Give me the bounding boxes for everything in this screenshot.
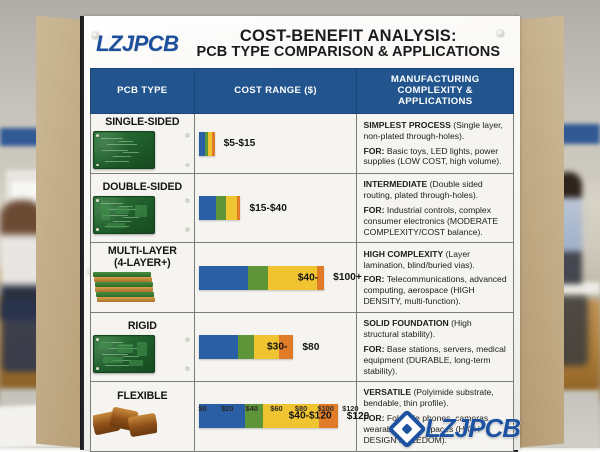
header-pcb-type: PCB TYPE xyxy=(91,68,195,113)
description-applications: FOR: Base stations, servers, medical equ… xyxy=(363,344,508,376)
footer-logo: LZJPCB xyxy=(393,413,520,444)
bar-row: $30- $80 xyxy=(199,335,320,359)
stacked-bar: $40- xyxy=(199,266,325,290)
pcb-thumbnail xyxy=(93,272,192,308)
bar-value-label: $100+ xyxy=(333,272,362,283)
bar-row: $15-$40 xyxy=(199,196,287,220)
pcb-thumbnail xyxy=(93,131,192,169)
bar-segment xyxy=(248,266,268,290)
table-row: RIGID $30- $80 SOLID FOUNDATION (High struc… xyxy=(91,313,514,382)
table-row: MULTI-LAYER(4-LAYER+) $40- $100+HIGH COMPL… xyxy=(91,243,514,313)
pcb-thumbnail xyxy=(93,196,192,234)
complexity-applications-cell: SOLID FOUNDATION (High structural stabil… xyxy=(357,313,514,382)
bar-segment xyxy=(226,196,237,220)
pcb-type-cell: MULTI-LAYER(4-LAYER+) xyxy=(91,243,195,313)
table-header-row: PCB TYPE COST RANGE ($) MANUFACTURING CO… xyxy=(91,68,514,113)
pcb-type-label: FLEXIBLE xyxy=(93,391,192,402)
cost-range-cell: $30- $80 xyxy=(194,313,357,382)
description-applications: FOR: Basic toys, LED lights, power suppl… xyxy=(363,146,508,168)
footer-brand-text: LZJPCB xyxy=(425,413,520,444)
single-sided-pcb-image xyxy=(93,131,155,169)
description-complexity: SOLID FOUNDATION (High structural stabil… xyxy=(363,318,508,340)
pcb-type-label: DOUBLE-SIDED xyxy=(93,182,192,193)
pcb-type-cell: FLEXIBLE xyxy=(91,382,195,451)
table-row: SINGLE-SIDED $5-$15 SIMPLEST PROCESS (Sing… xyxy=(91,113,514,173)
header-complexity: MANUFACTURING COMPLEXITY & APPLICATIONS xyxy=(357,68,514,113)
page-title: COST-BENEFIT ANALYSIS: PCB TYPE COMPARIS… xyxy=(189,28,508,61)
bar-segment xyxy=(199,196,216,220)
pcb-thumbnail xyxy=(93,405,192,441)
table-row: DOUBLE-SIDED $15-$40 INTERMEDIATE (Double … xyxy=(91,174,514,243)
pcb-type-sublabel: (4-LAYER+) xyxy=(93,258,192,269)
brand-logo-text: LZJPCB xyxy=(96,31,179,57)
pcb-type-cell: RIGID xyxy=(91,313,195,382)
poster-content: LZJPCB COST-BENEFIT ANALYSIS: PCB TYPE C… xyxy=(90,26,514,442)
description-applications: FOR: Telecommunications, advanced comput… xyxy=(363,274,508,306)
rigid-pcb-image xyxy=(93,335,155,373)
description-complexity: HIGH COMPLEXITY (Layer lamination, blind… xyxy=(363,249,508,271)
description-complexity: VERSATILE (Polyimide substrate, bendable… xyxy=(363,387,508,409)
complexity-applications-cell: SIMPLEST PROCESS (Single layer, non-plat… xyxy=(357,113,514,173)
axis-tick-label: $60 xyxy=(270,404,282,413)
bar-segment xyxy=(216,196,226,220)
bar-segment xyxy=(199,335,238,359)
axis-tick-label: $0 xyxy=(199,404,207,413)
bar-row: $5-$15 xyxy=(199,132,256,156)
cost-range-cell: $40-$120$120$0$20$40$60$80$100$120 xyxy=(194,382,357,451)
cost-range-cell: $5-$15 xyxy=(194,113,357,173)
cost-range-cell: $40-$100+ xyxy=(194,243,357,313)
pcb-type-label: RIGID xyxy=(93,321,192,332)
axis-tick-label: $40 xyxy=(246,404,258,413)
diamond-logo-icon xyxy=(387,409,427,449)
complexity-applications-cell: HIGH COMPLEXITY (Layer lamination, blind… xyxy=(357,243,514,313)
description-block: SIMPLEST PROCESS (Single layer, non-plat… xyxy=(363,120,508,167)
bar-value-label: $5-$15 xyxy=(224,138,256,149)
presentation-board: LZJPCB COST-BENEFIT ANALYSIS: PCB TYPE C… xyxy=(36,16,564,448)
multi-layer-pcb-stack-image xyxy=(93,272,155,308)
bar-row: $40- $100+ xyxy=(199,266,362,290)
axis-tick-label: $100 xyxy=(317,404,333,413)
axis-tick-label: $120 xyxy=(342,404,358,413)
comparison-table: PCB TYPE COST RANGE ($) MANUFACTURING CO… xyxy=(90,68,514,452)
double-sided-pcb-image xyxy=(93,196,155,234)
pcb-thumbnail xyxy=(93,335,192,373)
description-applications: FOR: Industrial controls, complex consum… xyxy=(363,205,508,237)
stacked-bar: $30- xyxy=(199,335,294,359)
title-line-2: PCB TYPE COMPARISON & APPLICATIONS xyxy=(189,45,508,60)
bar-segment xyxy=(237,196,241,220)
board-wing-left xyxy=(36,16,84,448)
description-complexity: SIMPLEST PROCESS (Single layer, non-plat… xyxy=(363,120,508,142)
pcb-type-label: SINGLE-SIDED xyxy=(93,117,192,128)
flexible-pcb-ribbon-image xyxy=(93,405,157,441)
description-block: HIGH COMPLEXITY (Layer lamination, blind… xyxy=(363,249,508,307)
bar-inline-label: $30- xyxy=(267,342,287,353)
header-cost-range: COST RANGE ($) xyxy=(194,68,357,113)
board-wing-right xyxy=(514,16,564,448)
bar-value-label: $15-$40 xyxy=(249,203,286,214)
description-block: SOLID FOUNDATION (High structural stabil… xyxy=(363,318,508,376)
bar-segment xyxy=(212,132,214,156)
bar-inline-label: $40- xyxy=(298,272,318,283)
description-complexity: INTERMEDIATE (Double sided routing, plat… xyxy=(363,179,508,201)
stacked-bar xyxy=(199,196,241,220)
axis-tick-label: $20 xyxy=(221,404,233,413)
bar-value-label: $80 xyxy=(302,342,319,353)
complexity-applications-cell: INTERMEDIATE (Double sided routing, plat… xyxy=(357,174,514,243)
cost-range-cell: $15-$40 xyxy=(194,174,357,243)
bar-segment xyxy=(199,266,248,290)
pcb-type-cell: DOUBLE-SIDED xyxy=(91,174,195,243)
bar-segment xyxy=(238,335,254,359)
stacked-bar xyxy=(199,132,215,156)
table-body: SINGLE-SIDED $5-$15 SIMPLEST PROCESS (Sing… xyxy=(91,113,514,451)
axis-tick-label: $80 xyxy=(295,404,307,413)
chart-axis-labels: $0 $20 $40 $60 $80 $100 $120 xyxy=(199,404,357,415)
title-line-1: COST-BENEFIT ANALYSIS: xyxy=(189,28,508,45)
pcb-type-cell: SINGLE-SIDED xyxy=(91,113,195,173)
description-block: INTERMEDIATE (Double sided routing, plat… xyxy=(363,179,508,237)
pcb-type-label: MULTI-LAYER(4-LAYER+) xyxy=(93,246,192,269)
poster-header: LZJPCB COST-BENEFIT ANALYSIS: PCB TYPE C… xyxy=(90,26,514,65)
